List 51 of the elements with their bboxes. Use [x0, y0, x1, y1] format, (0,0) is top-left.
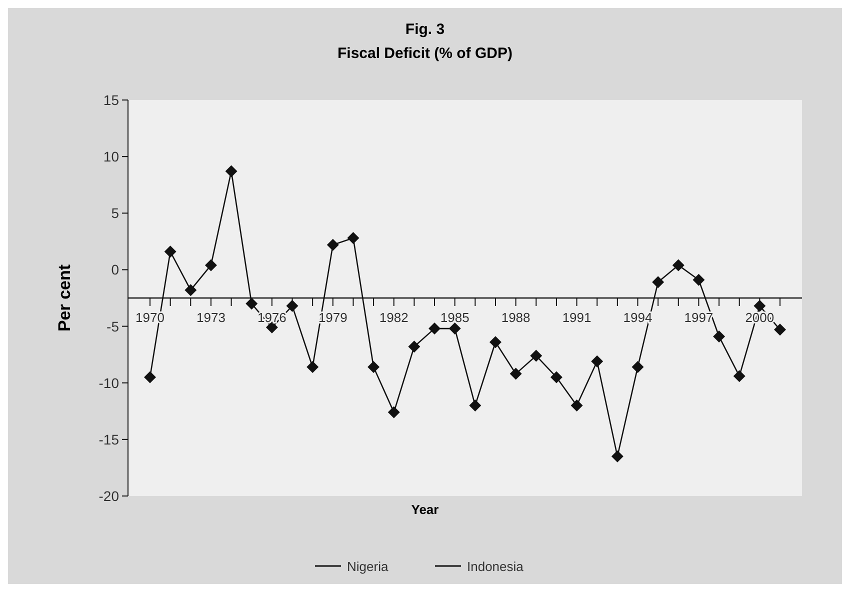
y-tick-label: -15 [98, 431, 120, 448]
point [692, 274, 705, 286]
point [347, 232, 360, 244]
point [448, 322, 461, 335]
point [632, 361, 644, 374]
y-tick-label: 5 [111, 205, 120, 222]
point [286, 300, 298, 312]
y-tick-label: 15 [103, 92, 120, 108]
point [368, 361, 380, 374]
point [306, 361, 319, 374]
point [754, 300, 766, 312]
point [204, 259, 217, 272]
point [652, 276, 664, 288]
point [713, 330, 726, 342]
y-tick-label: -20 [98, 488, 120, 504]
y-axis-title: Per cent [55, 264, 74, 332]
point [774, 324, 786, 336]
point [591, 355, 604, 368]
point [530, 350, 542, 362]
point [489, 336, 502, 348]
point [225, 165, 238, 178]
x-tick-label: 1985 [440, 310, 470, 325]
point [144, 371, 156, 384]
point [510, 368, 522, 380]
point [469, 399, 482, 412]
point [550, 371, 562, 384]
x-tick-label: 1988 [501, 310, 530, 325]
y-tick-label: 0 [111, 262, 120, 278]
legend-label: Indonesia [467, 559, 524, 574]
x-axis-title: Year [411, 502, 439, 517]
x-tick-label: 1982 [379, 310, 408, 325]
point [184, 284, 197, 296]
x-tick-label: 1991 [562, 310, 592, 325]
y-tick-label: -10 [98, 374, 120, 391]
point [326, 238, 339, 251]
x-tick-label: 1997 [684, 310, 714, 325]
point [408, 340, 420, 353]
y-tick-label: -5 [106, 318, 120, 334]
y-tick-label: 10 [103, 148, 120, 165]
point [428, 322, 441, 335]
chart-title: Fig. 3 [405, 21, 445, 38]
point [570, 399, 583, 412]
chart-subtitle: Fiscal Deficit (% of GDP) [337, 45, 513, 62]
point [672, 259, 684, 272]
legend-label: Nigeria [347, 559, 389, 574]
point [611, 450, 624, 462]
x-tick-label: 1973 [196, 310, 226, 325]
point [733, 370, 746, 382]
point [246, 298, 258, 310]
point [388, 406, 400, 418]
point [164, 246, 176, 258]
